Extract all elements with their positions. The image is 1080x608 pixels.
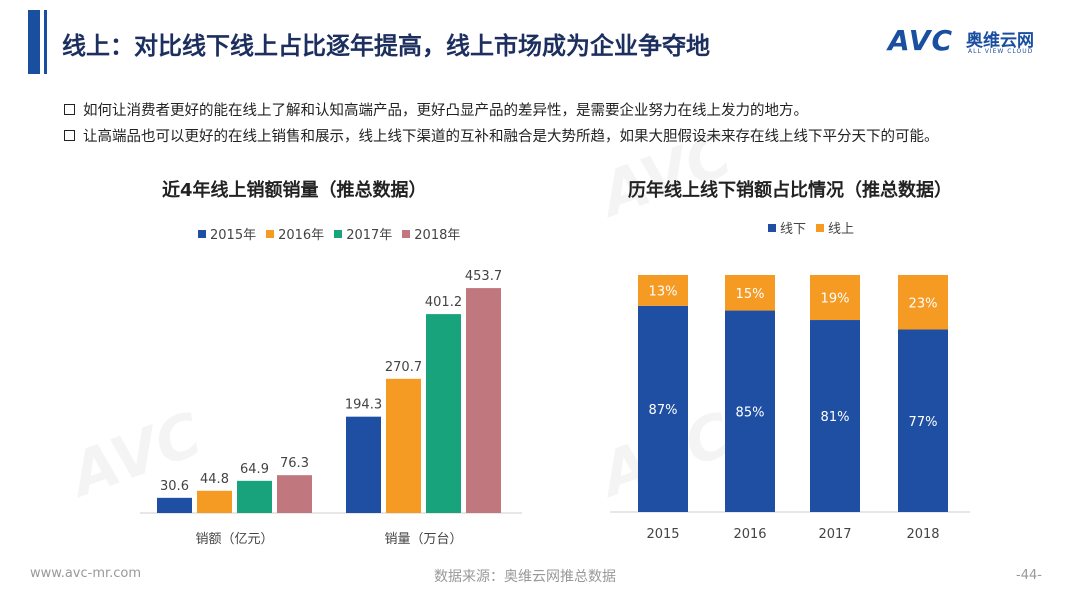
avc-logo: AVC 奥维云网 ALL VIEW CLOUD [888, 24, 1058, 60]
bar-线下-2017 [810, 320, 860, 512]
bullet-text: 让高端品也可以更好的在线上销售和展示，线上线下渠道的互补和融合是大势所趋，如果大… [83, 128, 939, 145]
bar-2016年-0 [197, 490, 232, 513]
checkbox-square-icon [64, 129, 75, 141]
bar-2015年-1 [346, 416, 381, 513]
bar-2015年-0 [157, 497, 192, 513]
legend-item-2016: 2016年 [266, 224, 324, 243]
legend-item-2018: 2018年 [402, 224, 460, 243]
category-label: 销额（亿元） [195, 532, 273, 547]
category-label: 销量（万台） [384, 532, 462, 547]
bullet-list: 如何让消费者更好的能在线上了解和认知高端产品，更好凸显产品的差异性，是需要企业努… [64, 96, 1054, 148]
legend-item-2015: 2015年 [198, 224, 256, 243]
data-label: 15% [736, 287, 765, 302]
legend-label: 线下 [780, 222, 807, 237]
data-label: 85% [736, 405, 765, 420]
legend-swatch [266, 229, 275, 238]
footer-source: 数据来源：奥维云网推总数据 [434, 569, 616, 585]
legend-swatch [768, 223, 776, 232]
data-label: 23% [909, 296, 938, 311]
bar-2017年-0 [237, 480, 272, 513]
right-chart-title: 历年线上线下销额占比情况（推总数据） [628, 180, 952, 201]
data-label: 44.8 [200, 472, 229, 487]
header-accent-line [44, 10, 47, 74]
bar-线下-2018 [898, 329, 948, 512]
data-label: 87% [649, 403, 678, 418]
bar-2018年-1 [466, 288, 501, 513]
bar-线下-2015 [638, 305, 688, 512]
page-title: 线上：对比线下线上占比逐年提高，线上市场成为企业争夺地 [62, 32, 710, 60]
left-chart-title: 近4年线上销额销量（推总数据） [162, 180, 427, 201]
legend-swatch [402, 229, 411, 238]
category-label: 2017 [818, 527, 851, 542]
legend-item-online: 线上 [816, 218, 854, 237]
legend-label: 线上 [828, 222, 855, 237]
right-stacked-bar-chart: 87% 13% 2015 85% 15% 2016 81% 19% 2017 77% 23% 2018 [610, 275, 970, 542]
legend-label: 2018年 [414, 228, 461, 243]
bar-线上-2016 [725, 275, 775, 311]
bar-线下-2016 [725, 310, 775, 512]
logo-en: ALL VIEW CLOUD [968, 48, 1034, 55]
footer-page-number: -44- [1016, 568, 1042, 583]
data-label: 401.2 [425, 295, 462, 310]
bar-线上-2015 [638, 275, 688, 306]
header-accent-bar [28, 10, 40, 74]
checkbox-square-icon [64, 103, 75, 115]
data-label: 13% [649, 284, 678, 299]
bullet-item: 让高端品也可以更好的在线上销售和展示，线上线下渠道的互补和融合是大势所趋，如果大… [64, 122, 1054, 148]
logo-mark: AVC [888, 24, 953, 57]
legend-label: 2016年 [278, 228, 325, 243]
data-label: 64.9 [240, 462, 269, 477]
data-label: 453.7 [465, 269, 502, 284]
data-label: 81% [821, 410, 850, 425]
data-label: 76.3 [280, 456, 309, 471]
data-label: 77% [909, 415, 938, 430]
legend-swatch [198, 229, 206, 238]
legend-swatch [334, 229, 343, 238]
left-bar-chart: 30.6 44.8 64.9 76.3 销额（亿元） 194.3 270.7 401.2453… [140, 269, 522, 547]
category-label: 2016 [733, 527, 766, 542]
data-label: 19% [821, 292, 850, 307]
left-chart-legend: 2015年 2016年 2017年 2018年 [198, 224, 470, 243]
legend-item-offline: 线下 [768, 218, 806, 237]
bar-2017年-1 [426, 314, 461, 513]
category-label: 2018 [906, 527, 939, 542]
category-label: 2015 [646, 527, 679, 542]
logo-cn: 奥维云网 [966, 31, 1034, 51]
footer-url: www.avc-mr.com [30, 566, 142, 581]
bar-2016年-1 [386, 378, 421, 513]
bullet-text: 如何让消费者更好的能在线上了解和认知高端产品，更好凸显产品的差异性，是需要企业努… [83, 102, 808, 119]
data-label: 194.3 [345, 398, 382, 413]
data-label: 270.7 [385, 360, 422, 375]
legend-swatch [816, 223, 825, 232]
bullet-item: 如何让消费者更好的能在线上了解和认知高端产品，更好凸显产品的差异性，是需要企业努… [64, 96, 1054, 122]
legend-item-2017: 2017年 [334, 224, 392, 243]
data-label: 30.6 [160, 479, 189, 494]
right-chart-legend: 线下 线上 [768, 218, 864, 237]
legend-label: 2017年 [346, 228, 393, 243]
bar-2018年-0 [277, 475, 312, 513]
bar-线上-2018 [898, 275, 948, 330]
bar-线上-2017 [810, 275, 860, 321]
legend-label: 2015年 [210, 228, 257, 243]
